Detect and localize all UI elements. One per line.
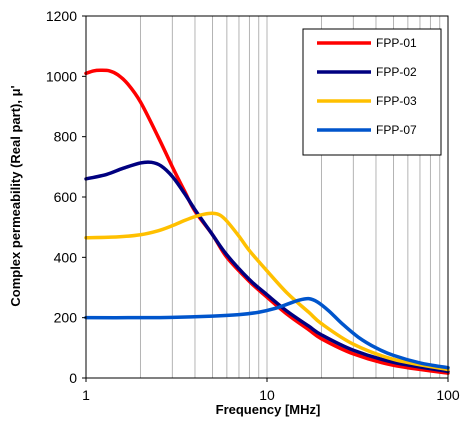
y-tick-label: 600 (54, 189, 78, 205)
legend: FPP-01 FPP-02 FPP-03 FPP-07 (302, 28, 442, 156)
y-tick-label: 1000 (46, 68, 77, 84)
plot-series (84, 68, 450, 375)
y-axis-label: Complex permeability (Real part), μ' (8, 85, 23, 306)
y-tick-label: 400 (54, 249, 78, 265)
series-line-fpp-02 (84, 160, 450, 374)
y-tick-label: 1200 (46, 8, 77, 24)
y-tick-label: 800 (54, 129, 78, 145)
legend-label: FPP-02 (376, 65, 417, 79)
legend-label: FPP-01 (376, 36, 417, 50)
x-tick-label: 10 (259, 387, 275, 403)
legend-label: FPP-07 (376, 123, 417, 137)
x-axis-label: Frequency [MHz] (216, 402, 321, 417)
tick-labels: 0 200 400 600 800 1000 1200 1 10 100 (46, 8, 460, 403)
legend-label: FPP-03 (376, 94, 417, 108)
x-tick-label: 1 (82, 387, 90, 403)
y-tick-label: 200 (54, 310, 78, 326)
x-tick-label: 100 (436, 387, 460, 403)
y-tick-label: 0 (69, 370, 77, 386)
series-line-fpp-03 (84, 211, 450, 372)
series-line-fpp-07 (84, 296, 450, 370)
legend-box (302, 28, 442, 156)
